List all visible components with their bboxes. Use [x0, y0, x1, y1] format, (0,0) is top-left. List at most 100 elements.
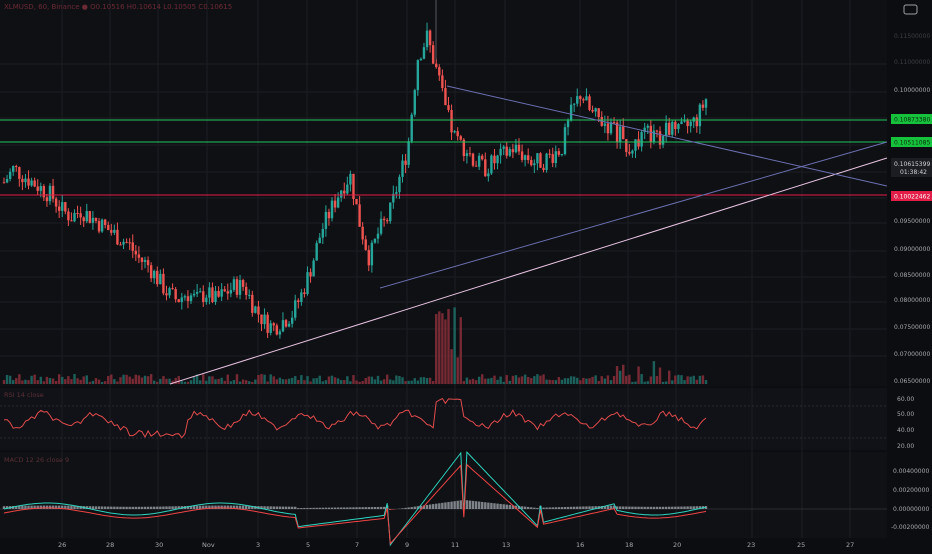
candle-body [472, 154, 474, 166]
candle-body [386, 220, 388, 221]
volume-bar [383, 379, 385, 384]
volume-bar [493, 376, 495, 384]
volume-bar [398, 376, 400, 384]
volume-bar [616, 366, 618, 384]
volume-bar [214, 379, 216, 384]
macd-histogram-bar [640, 507, 642, 509]
candle-body [306, 272, 308, 294]
macd-tick: 0.00400000 [893, 468, 929, 475]
volume-bar [542, 374, 544, 384]
candle-body [361, 227, 363, 240]
candle-body [6, 179, 8, 182]
macd-histogram-bar [245, 506, 247, 509]
green-level-tag-lower[interactable]: 0.10511085 [891, 137, 932, 147]
volume-bar [174, 378, 176, 384]
macd-histogram-bar [107, 507, 109, 509]
volume-bar [86, 375, 88, 384]
macd-histogram-bar [570, 507, 572, 509]
candle-body [573, 104, 575, 105]
candle-body [208, 287, 210, 297]
candle-body [37, 186, 39, 190]
candle-body [325, 212, 327, 229]
volume-bar [368, 376, 370, 384]
candle-body [269, 323, 271, 333]
candle-body [251, 295, 253, 313]
volume-bar [9, 376, 11, 384]
volume-bar [107, 376, 109, 384]
macd-histogram-bar [490, 503, 492, 509]
volume-bar [487, 379, 489, 384]
candle-body [487, 173, 489, 176]
candle-body [705, 99, 707, 107]
volume-bar [49, 378, 51, 384]
price-tick: 0.10000000 [894, 87, 930, 94]
candle-body [401, 161, 403, 177]
candle-body [21, 179, 23, 182]
candle-body [552, 154, 554, 163]
macd-histogram-bar [552, 507, 554, 509]
volume-bar [631, 382, 633, 384]
volume-bar [484, 379, 486, 384]
price-tick: 0.11000000 [894, 59, 930, 66]
volume-bar [539, 376, 541, 384]
candle-body [67, 212, 69, 221]
svg-text:0.10022462: 0.10022462 [894, 194, 930, 201]
volume-bar [377, 376, 379, 384]
time-label: 20 [673, 541, 681, 549]
volume-bar [337, 378, 339, 384]
red-level-tag[interactable]: 0.10022462 [891, 191, 932, 201]
macd-histogram-bar [487, 503, 489, 509]
candle-body [616, 123, 618, 142]
candle-body [52, 186, 54, 199]
volume-bar [365, 378, 367, 384]
macd-histogram-bar [686, 506, 688, 509]
volume-bar [319, 376, 321, 384]
volume-bar [27, 380, 29, 384]
volume-bar [634, 382, 636, 384]
macd-histogram-bar [337, 508, 339, 509]
macd-histogram-bar [46, 506, 48, 509]
candle-body [444, 88, 446, 105]
green-level-tag-upper[interactable]: 0.10873380 [891, 114, 932, 124]
volume-bar [414, 378, 416, 384]
rsi-pane-bg [0, 388, 887, 450]
volume-bar [456, 357, 458, 384]
macd-histogram-bar [242, 506, 244, 509]
candle-body [135, 251, 137, 255]
volume-bar [441, 313, 443, 384]
macd-histogram-bar [92, 506, 94, 509]
candle-body [116, 230, 118, 245]
candle-body [334, 201, 336, 208]
volume-bar [536, 374, 538, 384]
volume-bar [512, 376, 514, 384]
macd-histogram-bar [220, 506, 222, 509]
macd-histogram-bar [625, 507, 627, 509]
volume-bar [239, 382, 241, 384]
volume-bar [579, 380, 581, 384]
macd-histogram-bar [104, 507, 106, 509]
candle-body [315, 243, 317, 260]
volume-bar [604, 379, 606, 384]
candle-body [576, 96, 578, 104]
macd-histogram-bar [174, 506, 176, 509]
macd-histogram-bar [383, 507, 385, 509]
candle-body [417, 60, 419, 90]
macd-histogram-bar [680, 507, 682, 509]
candle-body [594, 108, 596, 111]
time-axis[interactable]: 26 28 30 Nov 3 5 7 9 11 13 16 18 20 23 2… [58, 541, 854, 549]
volume-bar [153, 381, 155, 384]
volume-bar [273, 376, 275, 384]
candle-body [242, 280, 244, 287]
macd-histogram-bar [493, 503, 495, 509]
volume-bar [423, 377, 425, 384]
macd-histogram-bar [199, 506, 201, 509]
candle-body [187, 296, 189, 301]
symbol-header: XLMUSD, 60, Binance ● O0.10516 H0.10614 … [4, 3, 232, 11]
macd-histogram-bar [506, 505, 508, 509]
macd-histogram-bar [193, 506, 195, 509]
macd-histogram-bar [659, 507, 661, 509]
macd-histogram-bar [591, 506, 593, 509]
macd-tick: -0.00200000 [891, 524, 930, 531]
